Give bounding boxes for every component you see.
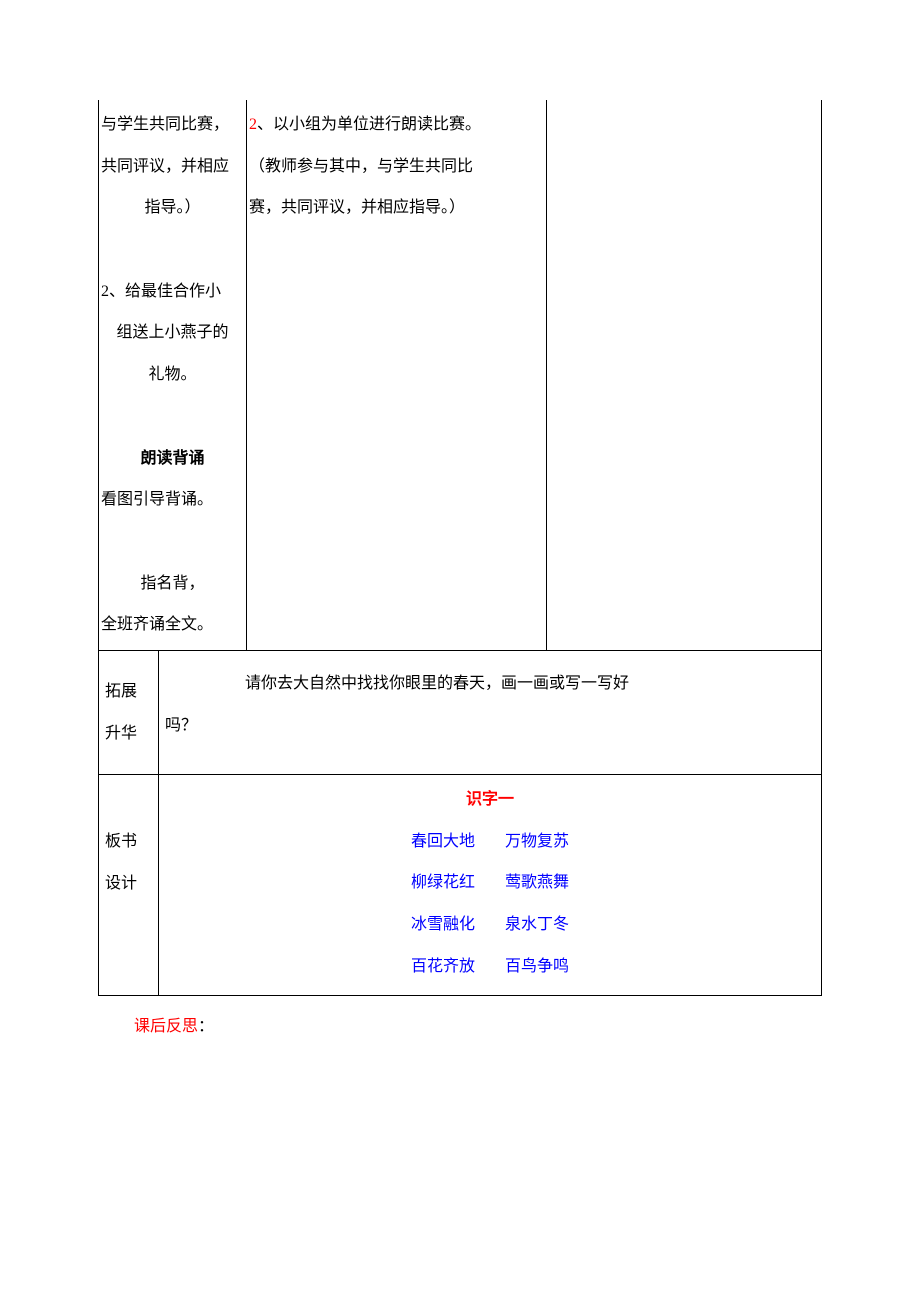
table-row: 与学生共同比赛， 共同评议，并相应 指导。） 2、给最佳合作小 组送上小燕子的 …	[99, 100, 822, 650]
text-line: 指名背，	[101, 563, 244, 605]
extension-content: 请你去大自然中找找你眼里的春天，画一画或写一写好 吗？	[159, 651, 821, 758]
list-number-red: 2	[249, 116, 257, 133]
board-title: 识字一	[161, 779, 819, 821]
label-line: 升华	[105, 713, 152, 755]
text-line: 指导。）	[101, 187, 244, 229]
text-line: 看图引导背诵。	[101, 479, 244, 521]
text-line: 与学生共同比赛，	[101, 104, 244, 146]
notes-cell-empty	[547, 100, 822, 650]
row-label-text: 拓展 升华	[99, 651, 158, 774]
text-line: 赛，共同评议，并相应指导。）	[249, 187, 544, 229]
spacer	[101, 521, 244, 563]
lesson-plan-table: 与学生共同比赛， 共同评议，并相应 指导。） 2、给最佳合作小 组送上小燕子的 …	[98, 100, 822, 996]
idiom: 莺歌燕舞	[505, 862, 569, 904]
idiom: 万物复苏	[505, 821, 569, 863]
row-label-extension: 拓展 升华	[99, 650, 159, 774]
text-span: 、以小组为单位进行朗读比赛。	[257, 116, 481, 133]
page: 与学生共同比赛， 共同评议，并相应 指导。） 2、给最佳合作小 组送上小燕子的 …	[0, 0, 920, 1302]
text-line: 共同评议，并相应	[101, 146, 244, 188]
idiom: 春回大地	[411, 821, 475, 863]
idiom-pair: 冰雪融化泉水丁冬	[161, 904, 819, 946]
idiom-pair: 春回大地万物复苏	[161, 821, 819, 863]
text-line: （教师参与其中，与学生共同比	[249, 146, 544, 188]
idiom: 百花齐放	[411, 946, 475, 988]
idiom-pair: 柳绿花红莺歌燕舞	[161, 862, 819, 904]
label-line: 板书	[105, 821, 152, 863]
board-design-content: 识字一 春回大地万物复苏 柳绿花红莺歌燕舞 冰雪融化泉水丁冬 百花齐放百鸟争鸣	[159, 775, 821, 995]
row-label-text: 板书 设计	[99, 775, 158, 950]
idiom: 百鸟争鸣	[505, 946, 569, 988]
label-line: 设计	[105, 863, 152, 905]
table-row: 拓展 升华 请你去大自然中找找你眼里的春天，画一画或写一写好 吗？	[99, 650, 822, 774]
section-heading-reading: 朗读背诵	[101, 438, 244, 480]
text-line: 全班齐诵全文。	[101, 604, 244, 646]
label-line: 拓展	[105, 671, 152, 713]
text-line: 组送上小燕子的	[101, 312, 244, 354]
idiom: 冰雪融化	[411, 904, 475, 946]
idiom: 柳绿花红	[411, 862, 475, 904]
idiom: 泉水丁冬	[505, 904, 569, 946]
text-line: 请你去大自然中找找你眼里的春天，画一画或写一写好	[165, 663, 815, 705]
idiom-pair: 百花齐放百鸟争鸣	[161, 946, 819, 988]
text-line: 2、以小组为单位进行朗读比赛。	[249, 104, 544, 146]
reflection-colon: ：	[198, 1018, 214, 1035]
empty-content	[547, 100, 821, 108]
text-line: 2、给最佳合作小	[101, 271, 244, 313]
spacer	[101, 396, 244, 438]
student-activity-content: 2、以小组为单位进行朗读比赛。 （教师参与其中，与学生共同比 赛，共同评议，并相…	[247, 100, 546, 233]
text-line: 礼物。	[101, 354, 244, 396]
student-activity-cell: 2、以小组为单位进行朗读比赛。 （教师参与其中，与学生共同比 赛，共同评议，并相…	[247, 100, 547, 650]
table-row: 板书 设计 识字一 春回大地万物复苏 柳绿花红莺歌燕舞 冰雪融化泉水丁冬	[99, 775, 822, 996]
post-lesson-reflection: 课后反思：	[98, 996, 822, 1048]
reflection-label: 课后反思	[134, 1018, 198, 1035]
board-design-cell: 识字一 春回大地万物复苏 柳绿花红莺歌燕舞 冰雪融化泉水丁冬 百花齐放百鸟争鸣	[159, 775, 822, 996]
teacher-activity-cell: 与学生共同比赛， 共同评议，并相应 指导。） 2、给最佳合作小 组送上小燕子的 …	[99, 100, 247, 650]
row-label-board-design: 板书 设计	[99, 775, 159, 996]
extension-content-cell: 请你去大自然中找找你眼里的春天，画一画或写一写好 吗？	[159, 650, 822, 774]
teacher-activity-content: 与学生共同比赛， 共同评议，并相应 指导。） 2、给最佳合作小 组送上小燕子的 …	[99, 100, 246, 650]
text-line: 吗？	[165, 705, 815, 747]
spacer	[101, 229, 244, 271]
